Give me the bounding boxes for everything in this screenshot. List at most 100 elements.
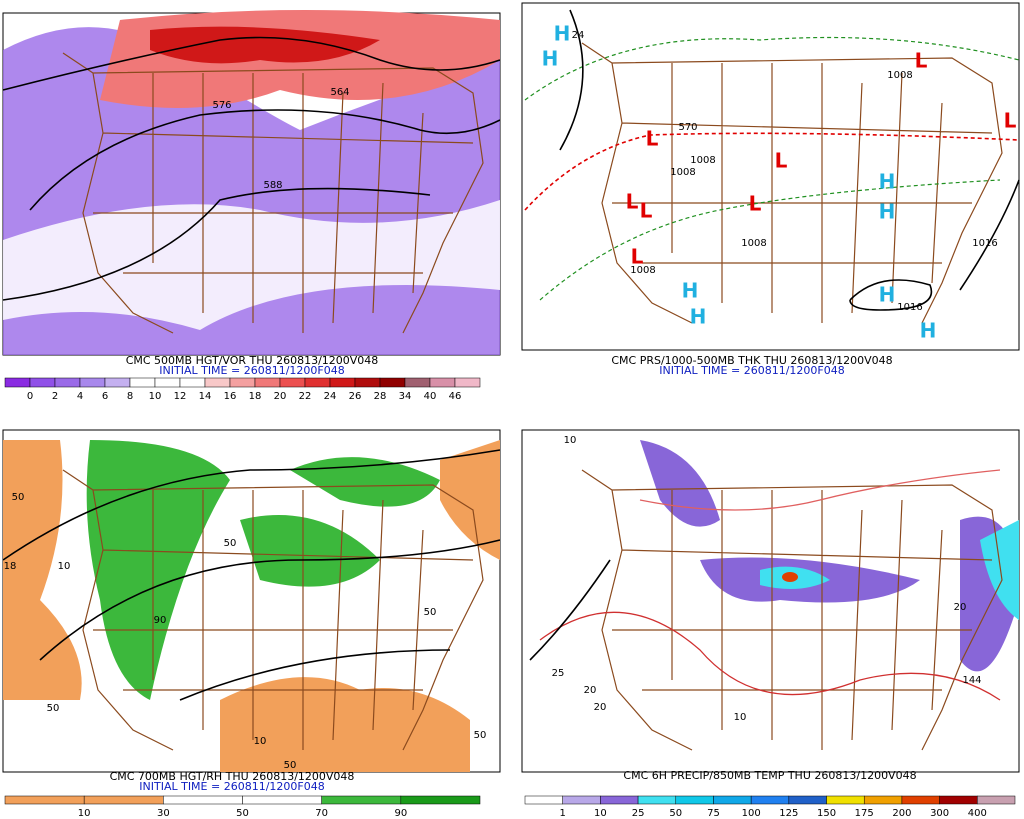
high-marker: H [542, 47, 559, 71]
colorbar-label: 28 [374, 391, 387, 402]
colorbar-swatch [454, 377, 481, 388]
colorbar-label: 46 [449, 391, 462, 402]
colorbar-swatch [79, 377, 106, 388]
low-marker: L [640, 199, 653, 223]
colorbar-swatch [279, 377, 306, 388]
colorbar-label: 6 [102, 391, 108, 402]
colorbar-label: 75 [707, 808, 720, 819]
contour-label: 570 [678, 122, 697, 133]
colorbar-swatch [229, 377, 256, 388]
contour-label: 10 [734, 712, 747, 723]
colorbar-label: 10 [78, 808, 91, 819]
colorbar-swatch [600, 795, 639, 805]
panel-pressure [521, 2, 1020, 351]
contour-label: 24 [572, 30, 585, 41]
panel-title: CMC 500MB HGT/VOR THU 260813/1200V048 [126, 354, 379, 367]
low-marker: L [631, 245, 644, 269]
high-marker: H [690, 305, 707, 329]
contour-label: 20 [954, 602, 967, 613]
low-marker: L [1004, 109, 1017, 133]
colorbar-label: 22 [299, 391, 312, 402]
colorbar-label: 50 [236, 808, 249, 819]
colorbar-swatch [400, 795, 481, 805]
contour-label: 588 [263, 180, 282, 191]
high-marker: H [879, 170, 896, 194]
colorbar-label: 400 [968, 808, 987, 819]
colorbar-swatch [129, 377, 156, 388]
panel-title: CMC PRS/1000-500MB THK THU 260813/1200V0… [611, 354, 892, 367]
panel-500mb [2, 10, 501, 356]
colorbar-swatch [83, 795, 164, 805]
colorbar-label: 50 [669, 808, 682, 819]
contour-label: 10 [254, 736, 267, 747]
colorbar-swatch [163, 795, 243, 805]
colorbar-label: 12 [174, 391, 187, 402]
contour-label: 1008 [630, 265, 655, 276]
contour-label: 1008 [741, 238, 766, 249]
contour-label: 90 [154, 615, 167, 626]
colorbar-swatch [404, 377, 431, 388]
colorbar-label: 300 [930, 808, 949, 819]
low-marker: L [626, 190, 639, 214]
panel-title: CMC 6H PRECIP/850MB TEMP THU 260813/1200… [623, 769, 916, 782]
low-marker: L [749, 192, 762, 216]
colorbar-swatch [242, 795, 322, 805]
contour-label: 50 [224, 538, 237, 549]
colorbar-swatch [675, 795, 714, 805]
contour-label: 10 [564, 435, 577, 446]
colorbar-swatch [204, 377, 231, 388]
contour-label: 50 [474, 730, 487, 741]
panel-precip [521, 429, 1020, 773]
colorbar-label: 18 [249, 391, 262, 402]
initial-time: INITIAL TIME = 260811/1200F048 [139, 780, 324, 793]
colorbar-swatch [4, 377, 31, 388]
initial-time: INITIAL TIME = 260811/1200F048 [659, 364, 844, 377]
colorbar-swatch [254, 377, 281, 388]
contour-label: 50 [12, 492, 25, 503]
panel-700mb [2, 429, 501, 773]
contour-label: 1016 [897, 302, 922, 313]
panel-title: CMC 700MB HGT/RH THU 260813/1200V048 [110, 770, 355, 783]
colorbar-swatch [713, 795, 752, 805]
colorbar-label: 34 [399, 391, 412, 402]
colorbar-label: 90 [394, 808, 407, 819]
colorbar-swatch [29, 377, 56, 388]
colorbar-swatch [329, 377, 356, 388]
colorbar-label: 16 [224, 391, 237, 402]
colorbar-label: 100 [742, 808, 761, 819]
high-marker: H [879, 200, 896, 224]
colorbar-label: 175 [855, 808, 874, 819]
colorbar-swatch [179, 377, 206, 388]
colorbar-label: 40 [424, 391, 437, 402]
colorbar-swatch [104, 377, 131, 388]
colorbar-label: 4 [77, 391, 83, 402]
colorbar-label: 30 [157, 808, 170, 819]
low-marker: L [646, 127, 659, 151]
contour-label: 1008 [670, 167, 695, 178]
colorbar-swatch [304, 377, 331, 388]
colorbar-swatch [4, 795, 85, 805]
contour-label: 18 [4, 561, 17, 572]
colorbar-label: 10 [594, 808, 607, 819]
colorbar-label: 1 [560, 808, 566, 819]
high-marker: H [682, 279, 699, 303]
colorbar-label: 26 [349, 391, 362, 402]
low-marker: L [775, 149, 788, 173]
colorbar-label: 25 [632, 808, 645, 819]
contour-label: 20 [584, 685, 597, 696]
colorbar-swatch [154, 377, 181, 388]
colorbar-swatch [863, 795, 903, 805]
contour-label: 50 [424, 607, 437, 618]
colorbar-swatch [637, 795, 677, 805]
colorbar-label: 0 [27, 391, 33, 402]
contour-label: 1016 [972, 238, 997, 249]
colorbar-label: 2 [52, 391, 58, 402]
colorbar-label: 24 [324, 391, 337, 402]
high-marker: H [920, 319, 937, 343]
colorbar-label: 10 [149, 391, 162, 402]
colorbar-swatch [429, 377, 456, 388]
high-marker: H [554, 22, 571, 46]
contour-label: 576 [212, 100, 231, 111]
colorbar-swatch [54, 377, 81, 388]
